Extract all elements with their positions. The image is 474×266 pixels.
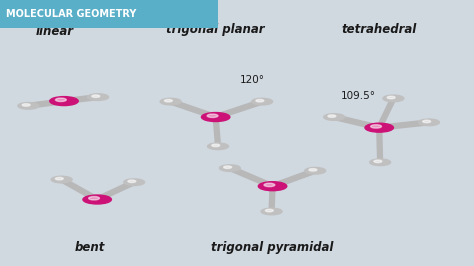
Bar <box>0 0 218 28</box>
Ellipse shape <box>164 99 173 102</box>
Ellipse shape <box>212 144 220 147</box>
Ellipse shape <box>261 208 282 215</box>
Ellipse shape <box>423 120 431 123</box>
Text: MOLECULAR GEOMETRY: MOLECULAR GEOMETRY <box>6 9 136 19</box>
Ellipse shape <box>89 197 100 200</box>
Ellipse shape <box>22 104 30 106</box>
Ellipse shape <box>224 166 232 168</box>
Ellipse shape <box>252 98 273 105</box>
Ellipse shape <box>419 119 439 126</box>
Ellipse shape <box>305 168 326 174</box>
Ellipse shape <box>374 160 382 163</box>
Ellipse shape <box>365 123 393 132</box>
Ellipse shape <box>219 165 240 171</box>
Ellipse shape <box>328 115 336 117</box>
Ellipse shape <box>265 209 273 212</box>
Text: trigonal pyramidal: trigonal pyramidal <box>211 241 334 254</box>
Ellipse shape <box>18 103 39 109</box>
Ellipse shape <box>256 99 264 102</box>
Ellipse shape <box>387 96 395 99</box>
Ellipse shape <box>201 113 230 122</box>
Ellipse shape <box>160 98 181 105</box>
Ellipse shape <box>55 177 64 180</box>
Ellipse shape <box>83 195 111 204</box>
Ellipse shape <box>264 183 275 187</box>
Text: 109.5°: 109.5° <box>341 91 376 101</box>
Text: 120°: 120° <box>239 75 264 85</box>
Ellipse shape <box>55 98 66 102</box>
Text: trigonal planar: trigonal planar <box>166 23 265 36</box>
Ellipse shape <box>88 94 109 100</box>
Ellipse shape <box>92 95 100 97</box>
Ellipse shape <box>370 159 391 165</box>
Ellipse shape <box>51 176 72 183</box>
Text: tetrahedral: tetrahedral <box>342 23 417 36</box>
Ellipse shape <box>309 169 317 171</box>
Ellipse shape <box>258 182 287 191</box>
Ellipse shape <box>207 114 218 118</box>
Ellipse shape <box>371 125 382 128</box>
Text: linear: linear <box>36 26 73 38</box>
Ellipse shape <box>50 97 78 106</box>
Ellipse shape <box>128 180 136 182</box>
Ellipse shape <box>324 114 345 120</box>
Ellipse shape <box>383 95 404 102</box>
Text: bent: bent <box>75 241 105 254</box>
Ellipse shape <box>124 179 145 185</box>
Ellipse shape <box>208 143 228 149</box>
